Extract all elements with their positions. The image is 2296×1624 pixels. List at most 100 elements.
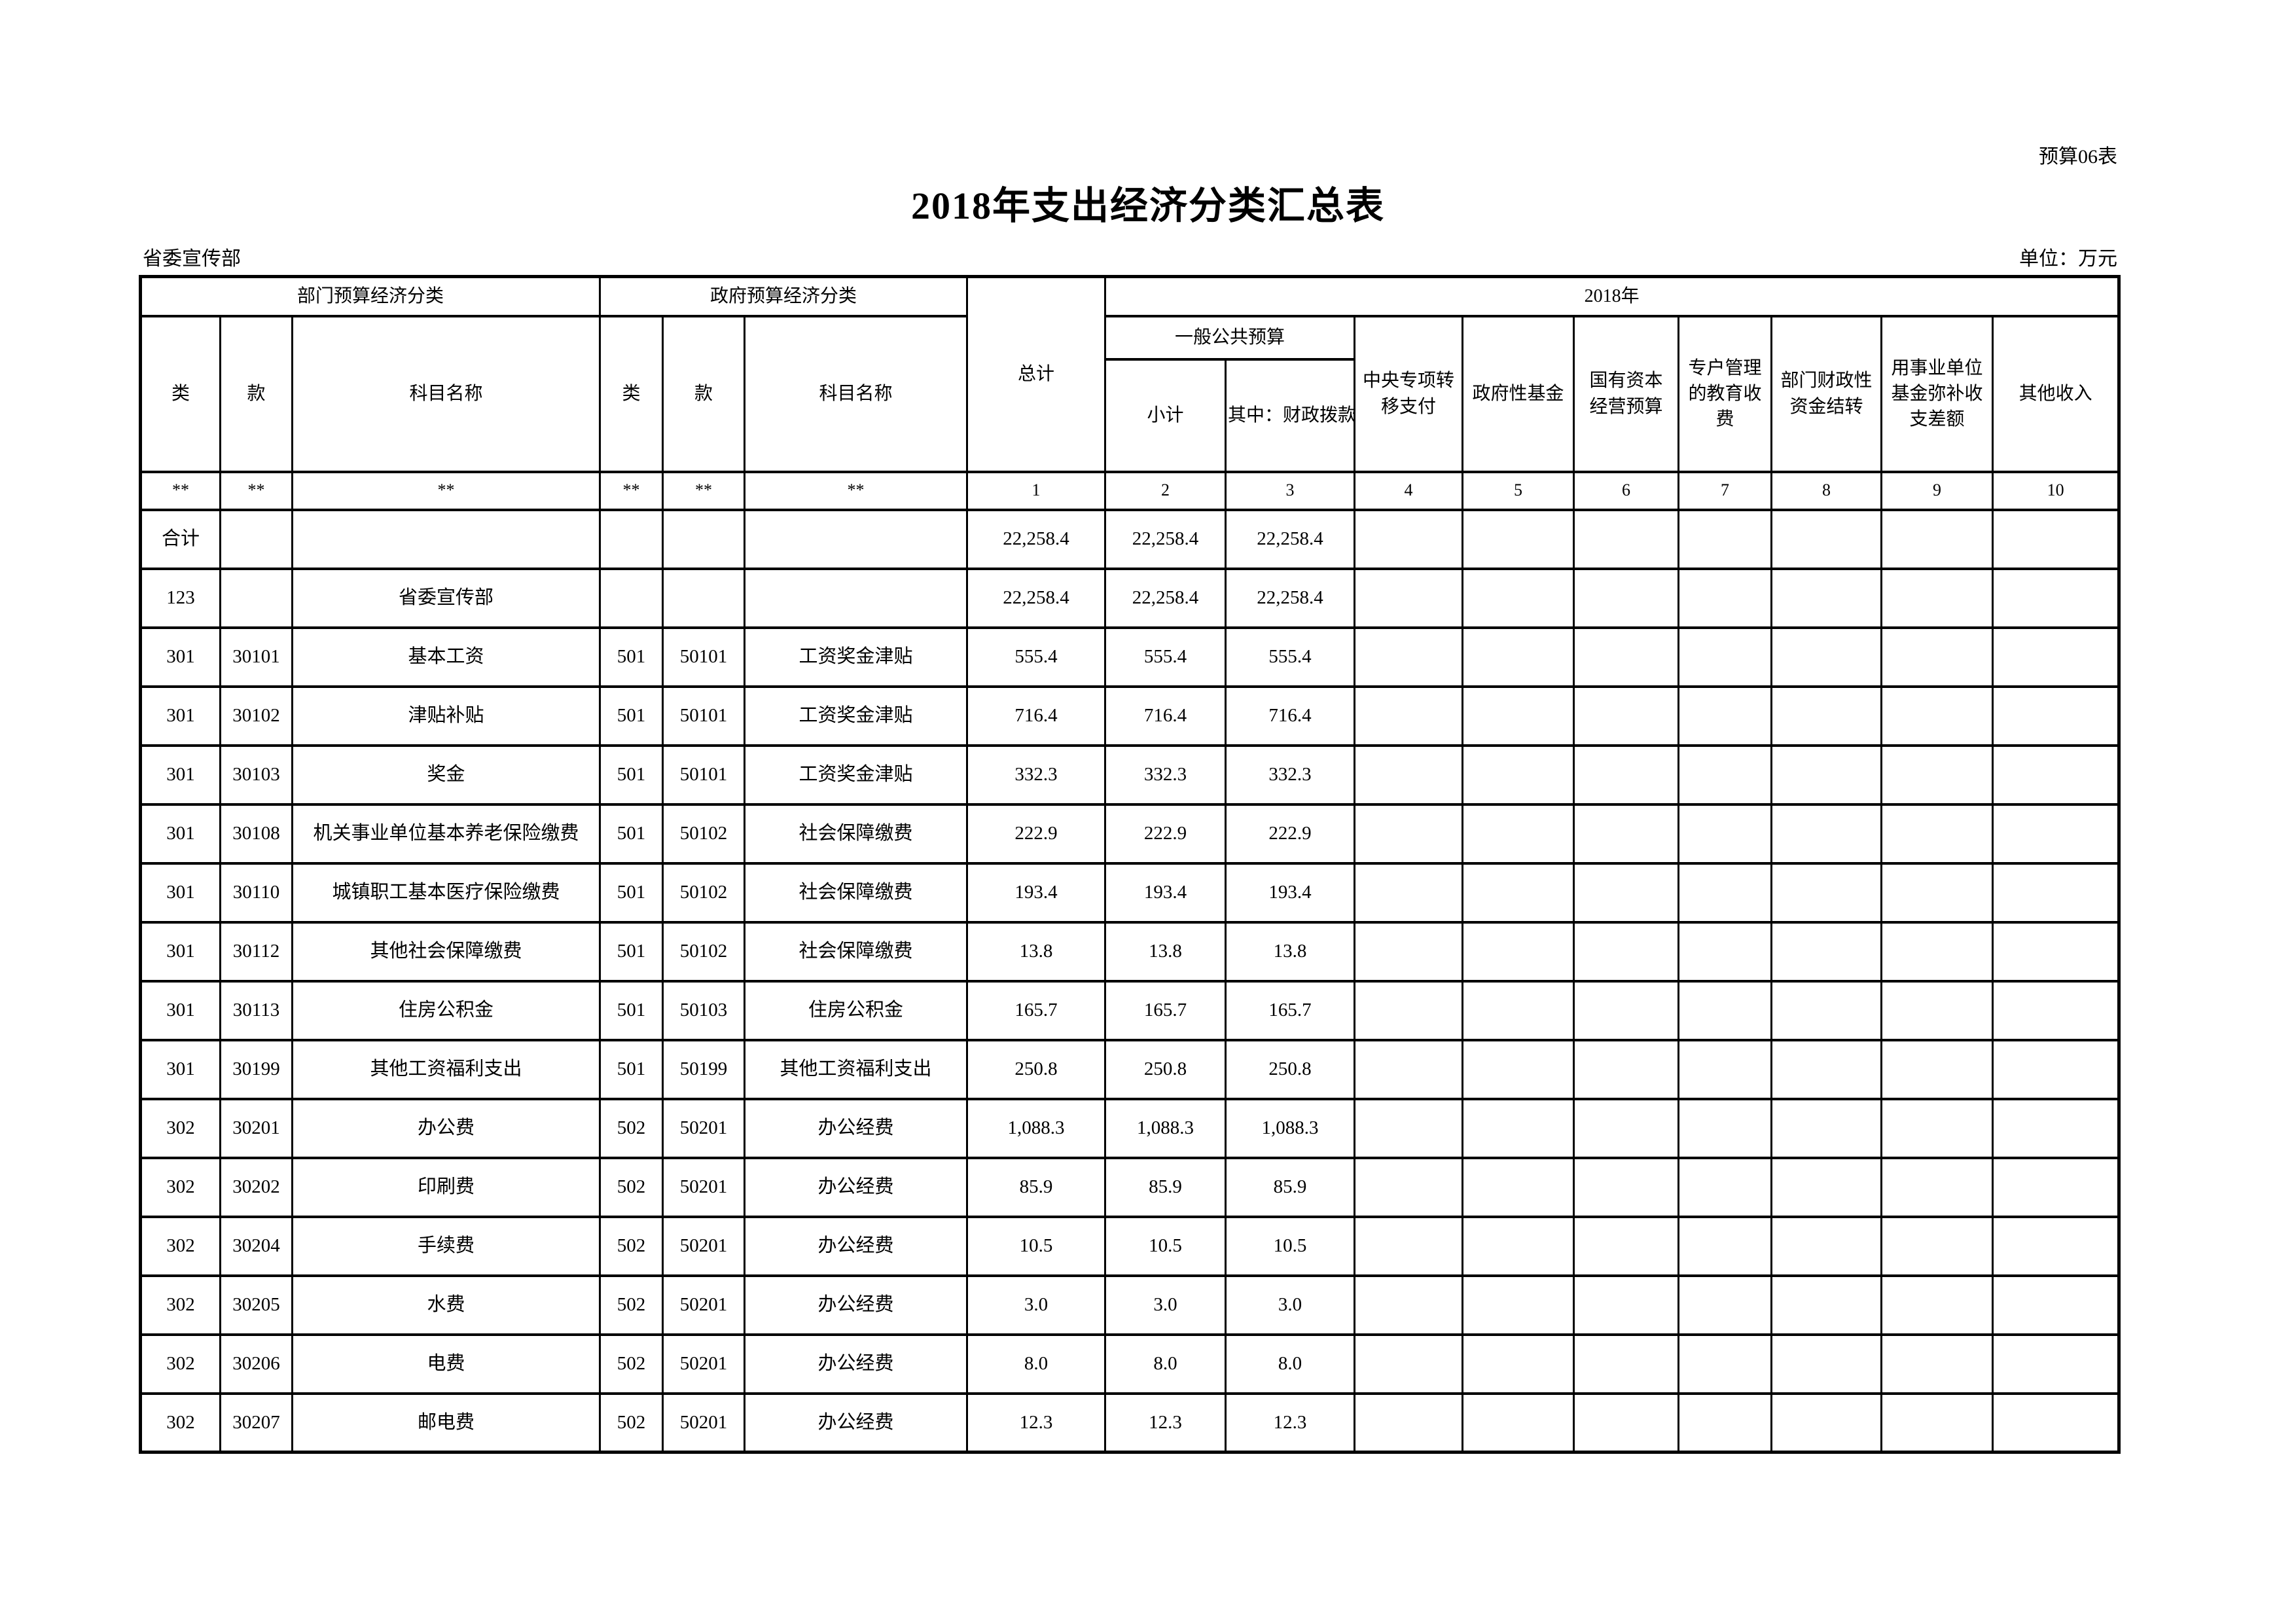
amount-dept-carryover	[1770, 861, 1883, 924]
amount-state-capital	[1573, 1274, 1680, 1336]
amount-fiscal-allocation: 716.4	[1225, 685, 1356, 747]
amount-psu-fund-offset	[1880, 1097, 1994, 1159]
gov-subject-name: 办公经费	[744, 1333, 969, 1395]
amount-total: 165.7	[966, 979, 1107, 1041]
amount-gov-fund	[1462, 920, 1575, 983]
page-title: 2018年支出经济分类汇总表	[910, 185, 1385, 227]
gov-subject-name: 住房公积金	[744, 979, 969, 1041]
amount-fiscal-allocation: 222.9	[1225, 803, 1356, 865]
dept-subject-name: 邮电费	[291, 1392, 601, 1454]
dept-section-code: 30204	[219, 1215, 293, 1277]
amount-fiscal-allocation: 12.3	[1225, 1392, 1356, 1454]
column-marker: **	[139, 470, 221, 511]
gov-section-code	[662, 567, 746, 629]
dept-subject-name: 津贴补贴	[291, 685, 601, 747]
amount-gov-fund	[1462, 567, 1575, 629]
gov-section-code: 50101	[662, 744, 746, 806]
dept-class-code: 301	[139, 979, 221, 1041]
gov-class-code	[599, 567, 664, 629]
amount-psu-fund-offset	[1880, 861, 1994, 924]
table-row: 301 30108 机关事业单位基本养老保险缴费 501 50102 社会保障缴费 222.…	[139, 803, 2121, 865]
amount-edu-fee	[1677, 861, 1773, 924]
gov-subject-name: 办公经费	[744, 1274, 969, 1336]
amount-psu-fund-offset	[1880, 1274, 1994, 1336]
table-row: 301 30101 基本工资 501 50101 工资奖金津贴 555.4 555.4 555.…	[139, 626, 2121, 688]
amount-gov-fund	[1462, 1392, 1575, 1454]
column-index: 9	[1880, 470, 1994, 511]
dept-section-code: 30102	[219, 685, 293, 747]
amount-state-capital	[1573, 567, 1680, 629]
amount-other-income	[1992, 861, 2121, 924]
gov-subject-name: 办公经费	[744, 1392, 969, 1454]
header-gov-budget-group: 政府预算经济分类	[599, 275, 969, 317]
table-row: 123 省委宣传部 22,258.4 22,258.4 22,258.4	[139, 567, 2121, 629]
amount-psu-fund-offset	[1880, 1215, 1994, 1277]
amount-other-income	[1992, 626, 2121, 688]
amount-fiscal-allocation: 10.5	[1225, 1215, 1356, 1277]
amount-edu-fee	[1677, 979, 1773, 1041]
amount-dept-carryover	[1770, 1215, 1883, 1277]
header-dept-budget-group: 部门预算经济分类	[139, 275, 601, 317]
amount-edu-fee	[1677, 1333, 1773, 1395]
column-index: 2	[1104, 470, 1227, 511]
amount-other-income	[1992, 567, 2121, 629]
gov-class-code: 501	[599, 803, 664, 865]
amount-psu-fund-offset	[1880, 1392, 1994, 1454]
amount-state-capital	[1573, 1038, 1680, 1100]
amount-central-transfer	[1354, 1392, 1464, 1454]
table-row: 302 30206 电费 502 50201 办公经费 8.0 8.0 8.0	[139, 1333, 2121, 1395]
amount-other-income	[1992, 685, 2121, 747]
amount-total: 222.9	[966, 803, 1107, 865]
amount-general-subtotal: 222.9	[1104, 803, 1227, 865]
column-marker: **	[599, 470, 664, 511]
amount-edu-fee	[1677, 567, 1773, 629]
amount-general-subtotal: 12.3	[1104, 1392, 1227, 1454]
amount-gov-fund	[1462, 1215, 1575, 1277]
amount-central-transfer	[1354, 1097, 1464, 1159]
dept-subject-name: 其他工资福利支出	[291, 1038, 601, 1100]
amount-total: 8.0	[966, 1333, 1107, 1395]
amount-total: 332.3	[966, 744, 1107, 806]
header-year-group: 2018年	[1104, 275, 2121, 317]
amount-other-income	[1992, 979, 2121, 1041]
dept-section-code: 30207	[219, 1392, 293, 1454]
amount-dept-carryover	[1770, 567, 1883, 629]
column-marker-row: ** ** ** ** ** ** 1 2 3 4 5 6 7 8 9 10	[139, 470, 2121, 511]
amount-other-income	[1992, 1215, 2121, 1277]
table-row: 302 30205 水费 502 50201 办公经费 3.0 3.0 3.0	[139, 1274, 2121, 1336]
amount-edu-fee	[1677, 744, 1773, 806]
dept-class-code: 302	[139, 1333, 221, 1395]
gov-section-code: 50102	[662, 861, 746, 924]
amount-central-transfer	[1354, 979, 1464, 1041]
dept-subject-name: 住房公积金	[291, 979, 601, 1041]
amount-fiscal-allocation: 193.4	[1225, 861, 1356, 924]
gov-section-code: 50201	[662, 1274, 746, 1336]
amount-edu-fee	[1677, 803, 1773, 865]
gov-subject-name	[744, 567, 969, 629]
amount-fiscal-allocation: 165.7	[1225, 979, 1356, 1041]
amount-total: 3.0	[966, 1274, 1107, 1336]
amount-fiscal-allocation: 1,088.3	[1225, 1097, 1356, 1159]
header-dept-subject: 科目名称	[291, 314, 601, 473]
amount-general-subtotal: 555.4	[1104, 626, 1227, 688]
dept-class-code: 301	[139, 861, 221, 924]
table-row: 合计 22,258.4 22,258.4 22,258.4	[139, 508, 2121, 570]
table-row: 302 30207 邮电费 502 50201 办公经费 12.3 12.3 12.3	[139, 1392, 2121, 1454]
amount-gov-fund	[1462, 861, 1575, 924]
amount-total: 716.4	[966, 685, 1107, 747]
dept-subject-name: 奖金	[291, 744, 601, 806]
column-index: 5	[1462, 470, 1575, 511]
amount-dept-carryover	[1770, 1392, 1883, 1454]
amount-other-income	[1992, 920, 2121, 983]
amount-other-income	[1992, 1097, 2121, 1159]
amount-general-subtotal: 332.3	[1104, 744, 1227, 806]
amount-psu-fund-offset	[1880, 979, 1994, 1041]
gov-section-code: 50201	[662, 1333, 746, 1395]
amount-total: 13.8	[966, 920, 1107, 983]
table-row: 302 30204 手续费 502 50201 办公经费 10.5 10.5 10.5	[139, 1215, 2121, 1277]
amount-state-capital	[1573, 1097, 1680, 1159]
header-general-public-budget: 一般公共预算	[1104, 314, 1356, 361]
amount-central-transfer	[1354, 744, 1464, 806]
amount-general-subtotal: 3.0	[1104, 1274, 1227, 1336]
header-psu-fund-offset: 用事业单位 基金弥补收 支差额	[1880, 314, 1994, 473]
